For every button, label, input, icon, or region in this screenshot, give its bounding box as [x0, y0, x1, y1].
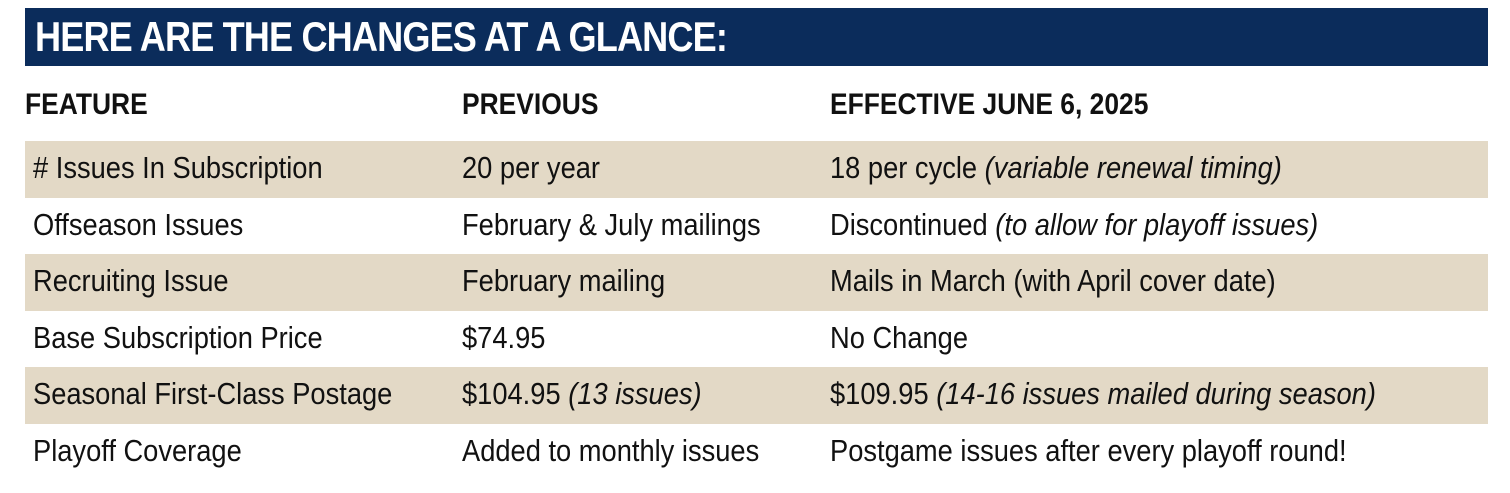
table-row: Recruiting Issue February mailing Mails …: [25, 254, 1488, 311]
effective-cell: Postgame issues after every playoff roun…: [830, 433, 1347, 469]
effective-value: No Change: [830, 319, 969, 355]
previous-cell: $104.95 (13 issues): [462, 376, 702, 412]
feature-cell: Recruiting Issue: [33, 263, 229, 298]
previous-cell: Added to monthly issues: [462, 433, 759, 469]
previous-note: (13 issues): [568, 376, 702, 411]
previous-value: $104.95: [462, 376, 569, 411]
effective-value: Discontinued: [830, 206, 996, 242]
table-row: # Issues In Subscription 20 per year 18 …: [25, 141, 1488, 198]
effective-cell: No Change: [830, 320, 968, 356]
feature-cell: # Issues In Subscription: [33, 150, 323, 185]
effective-note: (variable renewal timing): [984, 150, 1282, 185]
previous-cell: February & July mailings: [462, 207, 761, 243]
feature-cell: Base Subscription Price: [33, 319, 323, 355]
table-row: Playoff Coverage Added to monthly issues…: [25, 424, 1488, 481]
previous-cell: $74.95: [462, 320, 545, 356]
previous-value: Added to monthly issues: [462, 432, 760, 468]
table-row: Offseason Issues February & July mailing…: [25, 198, 1488, 255]
table-header: FEATURE PREVIOUS EFFECTIVE JUNE 6, 2025: [25, 80, 1488, 130]
title-banner: HERE ARE THE CHANGES AT A GLANCE:: [25, 8, 1488, 66]
table-row: Seasonal First-Class Postage $104.95 (13…: [25, 367, 1488, 424]
previous-value: 20 per year: [462, 150, 601, 185]
previous-value: February & July mailings: [462, 206, 761, 242]
effective-cell: Discontinued (to allow for playoff issue…: [830, 207, 1318, 243]
effective-note: (14-16 issues mailed during season): [936, 376, 1376, 411]
effective-cell: 18 per cycle (variable renewal timing): [830, 150, 1282, 186]
effective-cell: Mails in March (with April cover date): [830, 263, 1276, 299]
feature-cell: Playoff Coverage: [33, 432, 242, 468]
previous-value: February mailing: [462, 263, 666, 298]
previous-cell: 20 per year: [462, 150, 600, 186]
table-row: Base Subscription Price $74.95 No Change: [25, 311, 1488, 368]
effective-note: (to allow for playoff issues): [995, 206, 1319, 242]
previous-cell: February mailing: [462, 263, 665, 299]
page-title: HERE ARE THE CHANGES AT A GLANCE:: [35, 13, 728, 60]
column-header-previous: PREVIOUS: [462, 88, 599, 121]
feature-cell: Offseason Issues: [33, 206, 244, 242]
feature-cell: Seasonal First-Class Postage: [33, 376, 393, 411]
column-header-effective: EFFECTIVE JUNE 6, 2025: [830, 88, 1149, 121]
column-header-feature: FEATURE: [25, 88, 148, 121]
effective-value: Postgame issues after every playoff roun…: [830, 432, 1347, 468]
effective-value: Mails in March (with April cover date): [830, 263, 1276, 298]
effective-value: $109.95: [830, 376, 937, 411]
previous-value: $74.95: [462, 319, 546, 355]
changes-table: # Issues In Subscription 20 per year 18 …: [25, 141, 1488, 480]
effective-value: 18 per cycle: [830, 150, 985, 185]
effective-cell: $109.95 (14-16 issues mailed during seas…: [830, 376, 1376, 412]
